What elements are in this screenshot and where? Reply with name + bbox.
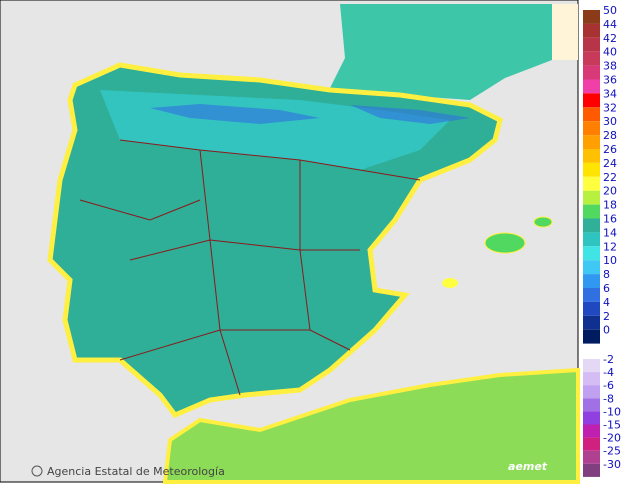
legend-label: 2 [603,310,610,323]
legend-swatch [583,37,600,52]
legend-label: 24 [603,157,617,170]
pyrenees [350,105,470,124]
legend-swatch [583,162,600,177]
mountains [150,104,320,124]
legend-swatch [583,385,600,399]
legend-label: 30 [603,115,617,128]
legend-label: 12 [603,240,617,253]
legend-swatch [583,411,600,425]
legend-label: 14 [603,226,617,239]
legend-label: 26 [603,143,617,156]
legend-swatch [583,176,600,191]
legend-label: 38 [603,60,617,73]
legend-label: 18 [603,199,617,212]
legend-swatch [583,10,600,24]
france [330,4,552,100]
legend-swatch [583,329,600,344]
ibiza [442,278,458,288]
legend-label: 40 [603,46,617,59]
legend-swatch [583,424,600,438]
legend-swatch [583,398,600,412]
legend-swatch [583,315,600,330]
legend-label: -2 [603,353,614,366]
legend-swatch [583,246,600,261]
legend-swatch [583,274,600,288]
legend-swatch [583,93,600,108]
legend-swatch [583,359,600,373]
legend-label: -15 [603,419,621,432]
italy-edge [552,4,578,60]
map: Agencia Estatal de Meteorología aemet [0,0,580,484]
legend-label: 44 [603,18,617,31]
legend-label: -4 [603,366,614,379]
legend-label: -30 [603,458,621,471]
legend-swatch [583,51,600,66]
legend-swatch [583,301,600,316]
legend-label: 4 [603,296,610,309]
legend-swatch [583,372,600,386]
legend-label: -25 [603,445,621,458]
legend-swatch [583,232,600,247]
menorca [533,216,553,228]
legend-swatch [583,463,600,477]
legend-label: 34 [603,87,617,100]
copyright-icon [31,465,43,477]
legend-swatch [583,79,600,94]
legend-swatch [583,149,600,163]
legend-swatch [583,260,600,275]
legend-swatch [583,450,600,464]
legend-swatch [583,437,600,451]
legend-label: 36 [603,74,617,87]
legend-swatch [583,23,600,38]
legend: 5044424038363432302826242220181614121086… [583,4,621,477]
legend-label: 20 [603,185,617,198]
legend-label: 22 [603,171,617,184]
legend-swatch [583,190,600,205]
legend-label: 32 [603,101,617,114]
legend-label: -8 [603,392,614,405]
legend-swatch [583,121,600,136]
legend-label: 8 [603,268,610,281]
mallorca [484,232,526,254]
legend-label: -6 [603,379,614,392]
legend-label: 0 [603,324,610,337]
legend-label: 50 [603,4,617,17]
legend-swatch [583,288,600,302]
province-borders [79,139,421,396]
legend-swatch [583,65,600,80]
legend-swatch [583,204,600,219]
legend-swatch [583,218,600,233]
legend-label: 10 [603,254,617,267]
legend-swatch [583,107,600,122]
logo: aemet [508,460,548,473]
legend-label: 42 [603,32,617,45]
legend-label: 6 [603,282,610,295]
africa [162,367,580,484]
legend-swatch [583,135,600,149]
legend-label: -10 [603,405,621,418]
legend-label: 16 [603,213,617,226]
legend-label: 28 [603,129,617,142]
legend-label: -20 [603,432,621,445]
credit: Agencia Estatal de Meteorología [47,465,225,478]
